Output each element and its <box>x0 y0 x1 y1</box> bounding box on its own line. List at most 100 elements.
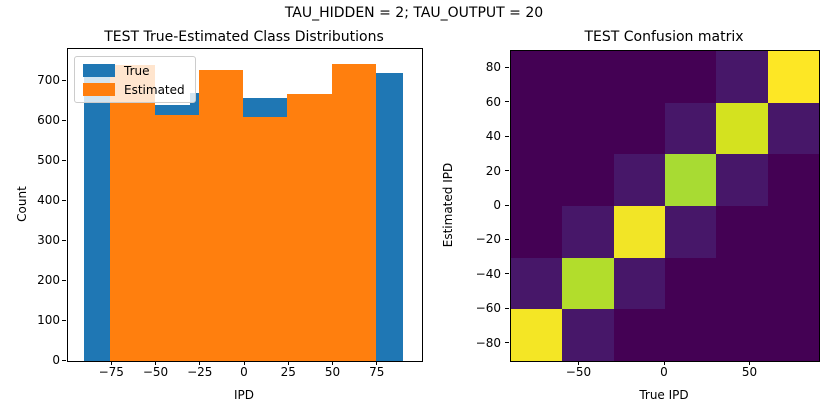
confusion-cell <box>562 309 614 361</box>
confusion-cell <box>562 258 614 309</box>
confusion-cell <box>665 206 716 258</box>
confusion-cell <box>665 309 716 361</box>
confusion-cell <box>614 309 665 361</box>
cm-x-tick-label: 50 <box>741 365 758 379</box>
hist-y-tick-mark <box>62 359 66 361</box>
hist-bar-estimated <box>331 64 376 361</box>
confusion-cell <box>665 51 716 103</box>
legend: True Estimated <box>74 56 196 103</box>
cm-x-tick-mark <box>749 361 751 365</box>
confusion-cell <box>511 51 562 103</box>
confusion-cell <box>768 206 819 258</box>
hist-y-tick-mark <box>62 159 66 161</box>
histogram-xlabel: IPD <box>233 388 254 402</box>
confusion-cell <box>768 258 819 309</box>
confusion-cell <box>716 103 768 154</box>
hist-y-tick-label: 300 <box>37 233 60 247</box>
histogram-title: TEST True-Estimated Class Distributions <box>104 29 384 45</box>
confusion-cell <box>716 309 768 361</box>
hist-y-tick-label: 200 <box>37 273 60 287</box>
hist-bar-estimated <box>198 70 244 361</box>
hist-x-tick-label: −50 <box>142 365 169 379</box>
confusion-cell <box>614 206 665 258</box>
true-series-swatch <box>83 64 115 77</box>
hist-x-tick-mark <box>332 361 333 365</box>
estimated-series-swatch <box>83 83 115 96</box>
cm-y-tick-mark <box>505 342 509 344</box>
cm-y-tick-mark <box>505 204 509 206</box>
confusion-cell <box>562 103 614 154</box>
hist-bar-estimated <box>243 116 288 361</box>
cm-x-tick-mark <box>577 361 579 365</box>
cm-y-tick-label: 20 <box>485 163 501 178</box>
hist-x-tick-label: 0 <box>240 365 248 379</box>
cm-y-tick-mark <box>505 135 509 137</box>
confusion-cell <box>614 154 665 206</box>
hist-x-tick-label: 25 <box>280 365 296 379</box>
hist-x-tick-label: −25 <box>187 365 213 379</box>
confusion-cell <box>511 309 562 361</box>
cm-y-tick-label: 60 <box>485 94 501 109</box>
cm-y-tick-mark <box>505 170 509 172</box>
confusion-cell <box>768 51 819 103</box>
confusion-matrix-ylabel: Estimated IPD <box>441 162 455 248</box>
confusion-cell <box>511 103 562 154</box>
hist-x-tick-label: 75 <box>369 365 385 379</box>
confusion-matrix-axes <box>510 50 820 362</box>
hist-x-tick-mark <box>110 361 112 365</box>
cm-y-tick-label: 80 <box>485 60 501 75</box>
confusion-cell <box>562 51 614 103</box>
hist-bar-estimated <box>154 115 199 361</box>
confusion-cell <box>511 206 562 258</box>
legend-item-estimated: Estimated <box>83 80 187 99</box>
confusion-cell <box>614 258 665 309</box>
cm-y-tick-mark <box>505 307 509 309</box>
hist-bar-estimated <box>287 93 332 361</box>
confusion-cell <box>511 258 562 309</box>
confusion-cell <box>614 51 665 103</box>
hist-y-tick-label: 0 <box>52 353 60 367</box>
hist-y-tick-mark <box>62 119 66 121</box>
cm-y-tick-label: −60 <box>475 301 501 316</box>
cm-x-tick-mark <box>663 361 665 365</box>
cm-y-tick-mark <box>505 238 509 240</box>
confusion-cell <box>716 206 768 258</box>
cm-y-tick-label: 0 <box>493 198 501 212</box>
histogram-axes: True Estimated <box>67 48 423 362</box>
confusion-cell <box>511 154 562 206</box>
hist-y-tick-label: 600 <box>37 113 60 127</box>
confusion-cell <box>665 154 716 206</box>
hist-x-tick-mark <box>376 361 378 365</box>
hist-x-tick-mark <box>287 361 289 365</box>
confusion-cell <box>562 206 614 258</box>
hist-x-tick-label: 50 <box>324 365 341 379</box>
hist-y-tick-mark <box>62 79 66 81</box>
confusion-matrix-title: TEST Confusion matrix <box>584 29 744 45</box>
cm-y-tick-label: −80 <box>475 335 501 350</box>
cm-x-tick-label: 0 <box>660 365 668 379</box>
confusion-cell <box>614 103 665 154</box>
cm-y-tick-label: −40 <box>475 266 501 281</box>
legend-label-true: True <box>124 63 150 78</box>
hist-y-tick-label: 500 <box>37 153 60 167</box>
confusion-cell <box>768 103 819 154</box>
confusion-cell <box>665 258 716 309</box>
confusion-cell <box>665 103 716 154</box>
hist-y-tick-label: 100 <box>37 313 60 327</box>
cm-y-tick-label: 40 <box>485 129 501 144</box>
hist-x-tick-mark <box>199 361 201 365</box>
hist-y-tick-label: 700 <box>37 73 60 87</box>
cm-y-tick-mark <box>505 101 509 103</box>
hist-y-tick-mark <box>62 319 66 321</box>
confusion-cell <box>716 154 768 206</box>
confusion-cell <box>716 258 768 309</box>
legend-label-estimated: Estimated <box>124 82 185 97</box>
hist-y-tick-mark <box>62 199 66 201</box>
hist-y-tick-mark <box>62 239 66 241</box>
confusion-cell <box>768 309 819 361</box>
confusion-matrix-xlabel: True IPD <box>639 388 689 402</box>
confusion-cell <box>768 154 819 206</box>
hist-bar-estimated <box>110 65 155 361</box>
hist-x-tick-mark <box>155 361 156 365</box>
